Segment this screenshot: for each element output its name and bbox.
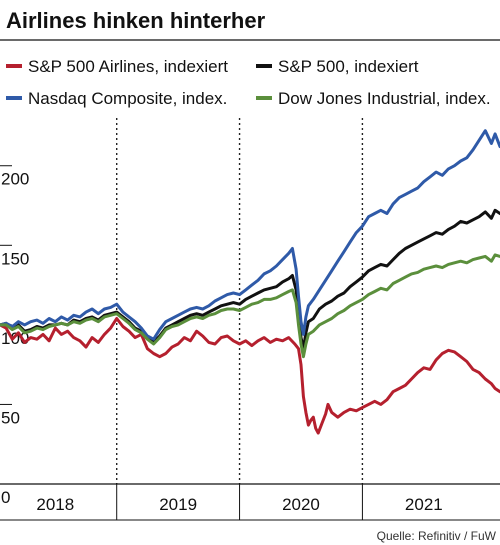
grid <box>116 118 364 484</box>
x-tick-label: 2019 <box>159 495 197 514</box>
x-axis-ticks: 2018 2019 2020 2021 <box>36 495 442 514</box>
series-lines <box>0 129 500 435</box>
y-tick-label: 150 <box>1 249 29 268</box>
x-axis-year-dividers <box>116 484 363 520</box>
y-tick-label: 50 <box>1 408 20 427</box>
legend-label-airlines: S&P 500 Airlines, indexiert <box>28 57 228 76</box>
x-tick-label: 2018 <box>36 495 74 514</box>
y-tick-label: 200 <box>1 170 29 189</box>
series-line-1 <box>0 208 500 351</box>
legend-label-dowjones: Dow Jones Industrial, index. <box>278 89 491 108</box>
x-tick-label: 2021 <box>405 495 443 514</box>
series-line-3 <box>0 253 500 359</box>
series-line-0 <box>0 317 500 435</box>
y-tick-label: 0 <box>1 488 10 507</box>
source-note: Quelle: Refinitiv / FuW <box>377 529 497 543</box>
chart-title: Airlines hinken hinterher <box>6 8 266 33</box>
legend-label-sp500: S&P 500, indexiert <box>278 57 419 76</box>
legend-label-nasdaq: Nasdaq Composite, index. <box>28 89 227 108</box>
series-line-2 <box>0 129 500 341</box>
x-tick-label: 2020 <box>282 495 320 514</box>
legend: S&P 500 Airlines, indexiert S&P 500, ind… <box>6 57 491 108</box>
